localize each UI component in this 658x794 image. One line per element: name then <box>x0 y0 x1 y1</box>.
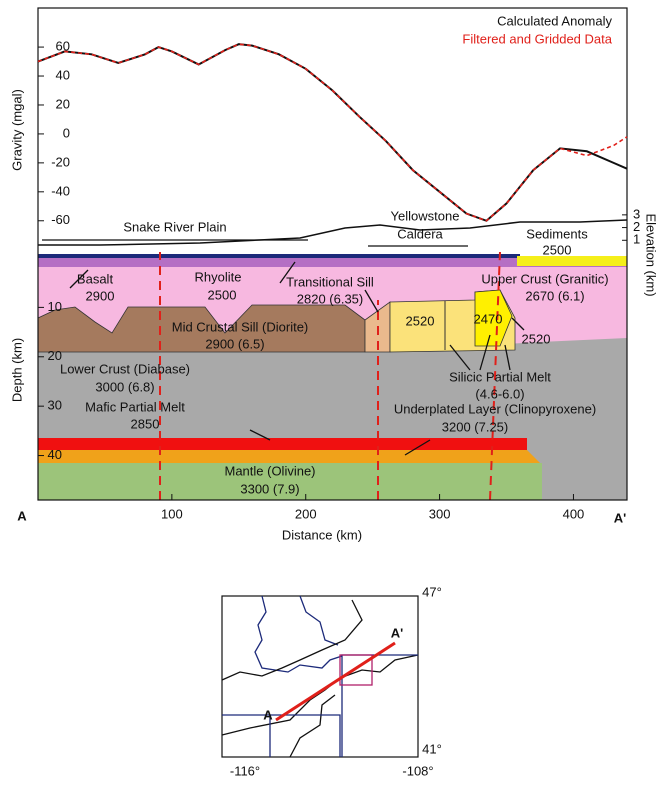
y-tick-label: -40 <box>51 183 70 198</box>
x-tick-label: 300 <box>429 506 451 521</box>
y-tick-label: -20 <box>51 154 70 169</box>
layer-label: Basalt <box>77 271 114 286</box>
mantle <box>38 463 542 500</box>
lon-label: -116° <box>230 763 260 778</box>
layer-label: 3300 (7.9) <box>240 481 299 496</box>
layer-label: 2520 <box>406 313 435 328</box>
depth-tick-label: 10 <box>48 299 62 314</box>
layer-label: 2820 (6.35) <box>297 291 364 306</box>
layer-label: 2670 (6.1) <box>525 288 584 303</box>
layer-label: Transitional Sill <box>286 274 374 289</box>
region-label: Snake River Plain <box>123 219 226 234</box>
frame <box>37 7 628 501</box>
y-tick-label: -60 <box>51 212 70 227</box>
region-label: Yellowstone <box>391 208 460 223</box>
layer-label: Upper Crust (Granitic) <box>481 271 608 286</box>
layer-label: 2520 <box>522 331 551 346</box>
region-label: Caldera <box>397 226 443 241</box>
topography <box>38 219 628 246</box>
silicic-melt-core <box>474 289 513 347</box>
layer-label: Mafic Partial Melt <box>85 399 185 414</box>
basalt <box>38 258 627 267</box>
underplated <box>38 450 540 463</box>
layers <box>37 7 628 501</box>
basalt-top <box>38 254 520 259</box>
profile-end: A <box>17 508 27 523</box>
layer-label: 2500 <box>543 242 572 257</box>
profile-end: A' <box>614 510 626 525</box>
layer-label: 3200 (7.25) <box>442 419 509 434</box>
study-area <box>339 654 373 686</box>
layer-label: 2850 <box>131 416 160 431</box>
elevation-tick-label: 1 <box>633 232 640 247</box>
x-axis-title: Distance (km) <box>282 527 362 542</box>
legend-entry: Calculated Anomaly <box>497 13 612 28</box>
profile-line <box>275 641 396 722</box>
layer-label: Mid Crustal Sill (Diorite) <box>172 319 309 334</box>
layer-label: Sediments <box>526 226 588 241</box>
x-tick-label: 200 <box>295 506 317 521</box>
legend-entry: Filtered and Gridded Data <box>462 31 612 46</box>
elevation-tick-label: 3 <box>633 206 640 221</box>
depth-tick-label: 20 <box>48 348 62 363</box>
lat-label: 41° <box>422 741 442 756</box>
layer-label: Underplated Layer (Clinopyroxene) <box>394 401 596 416</box>
elevation-tick-label: 2 <box>633 219 640 234</box>
series-line <box>37 43 628 222</box>
map-point: A' <box>391 625 403 640</box>
layer-label: 2900 (6.5) <box>205 336 264 351</box>
map-frame <box>221 595 419 758</box>
y-tick-label: 20 <box>56 96 70 111</box>
lon-label: -108° <box>402 763 433 778</box>
layer-label: 2900 <box>86 288 115 303</box>
y-tick-label: 60 <box>56 39 70 54</box>
map-point: A <box>263 707 273 722</box>
y-tick-label: 0 <box>63 125 70 140</box>
y-axis-title: Gravity (mgal) <box>9 89 24 171</box>
layer-label: (4.6-6.0) <box>475 386 524 401</box>
mafic-melt <box>38 438 527 450</box>
series-line <box>37 43 628 222</box>
layer-label: 2470 <box>474 311 503 326</box>
x-tick-label: 400 <box>563 506 585 521</box>
melt-paths <box>159 251 501 501</box>
layer-label: 2500 <box>208 287 237 302</box>
river <box>254 595 343 673</box>
depth-tick-label: 40 <box>48 447 62 462</box>
y-tick-label: 40 <box>56 67 70 82</box>
elevation-axis-title: Elevation (km) <box>644 213 658 296</box>
layer-label: Silicic Partial Melt <box>449 369 551 384</box>
sediments <box>517 256 627 266</box>
pointers <box>42 239 525 456</box>
layer-label: Rhyolite <box>195 269 242 284</box>
layer-label: Lower Crust (Diabase) <box>60 361 190 376</box>
depth-tick-label: 30 <box>48 398 62 413</box>
x-tick-label: 100 <box>161 506 183 521</box>
section-labels: Snake River Plain Yellowstone Caldera Se… <box>17 208 626 525</box>
depth-axis-title: Depth (km) <box>9 338 24 402</box>
layer-label: Mantle (Olivine) <box>224 463 315 478</box>
layer-label: 3000 (6.8) <box>95 379 154 394</box>
location-map: 47° 41° -116° -108° A A' <box>221 584 442 778</box>
lat-label: 47° <box>422 584 442 599</box>
